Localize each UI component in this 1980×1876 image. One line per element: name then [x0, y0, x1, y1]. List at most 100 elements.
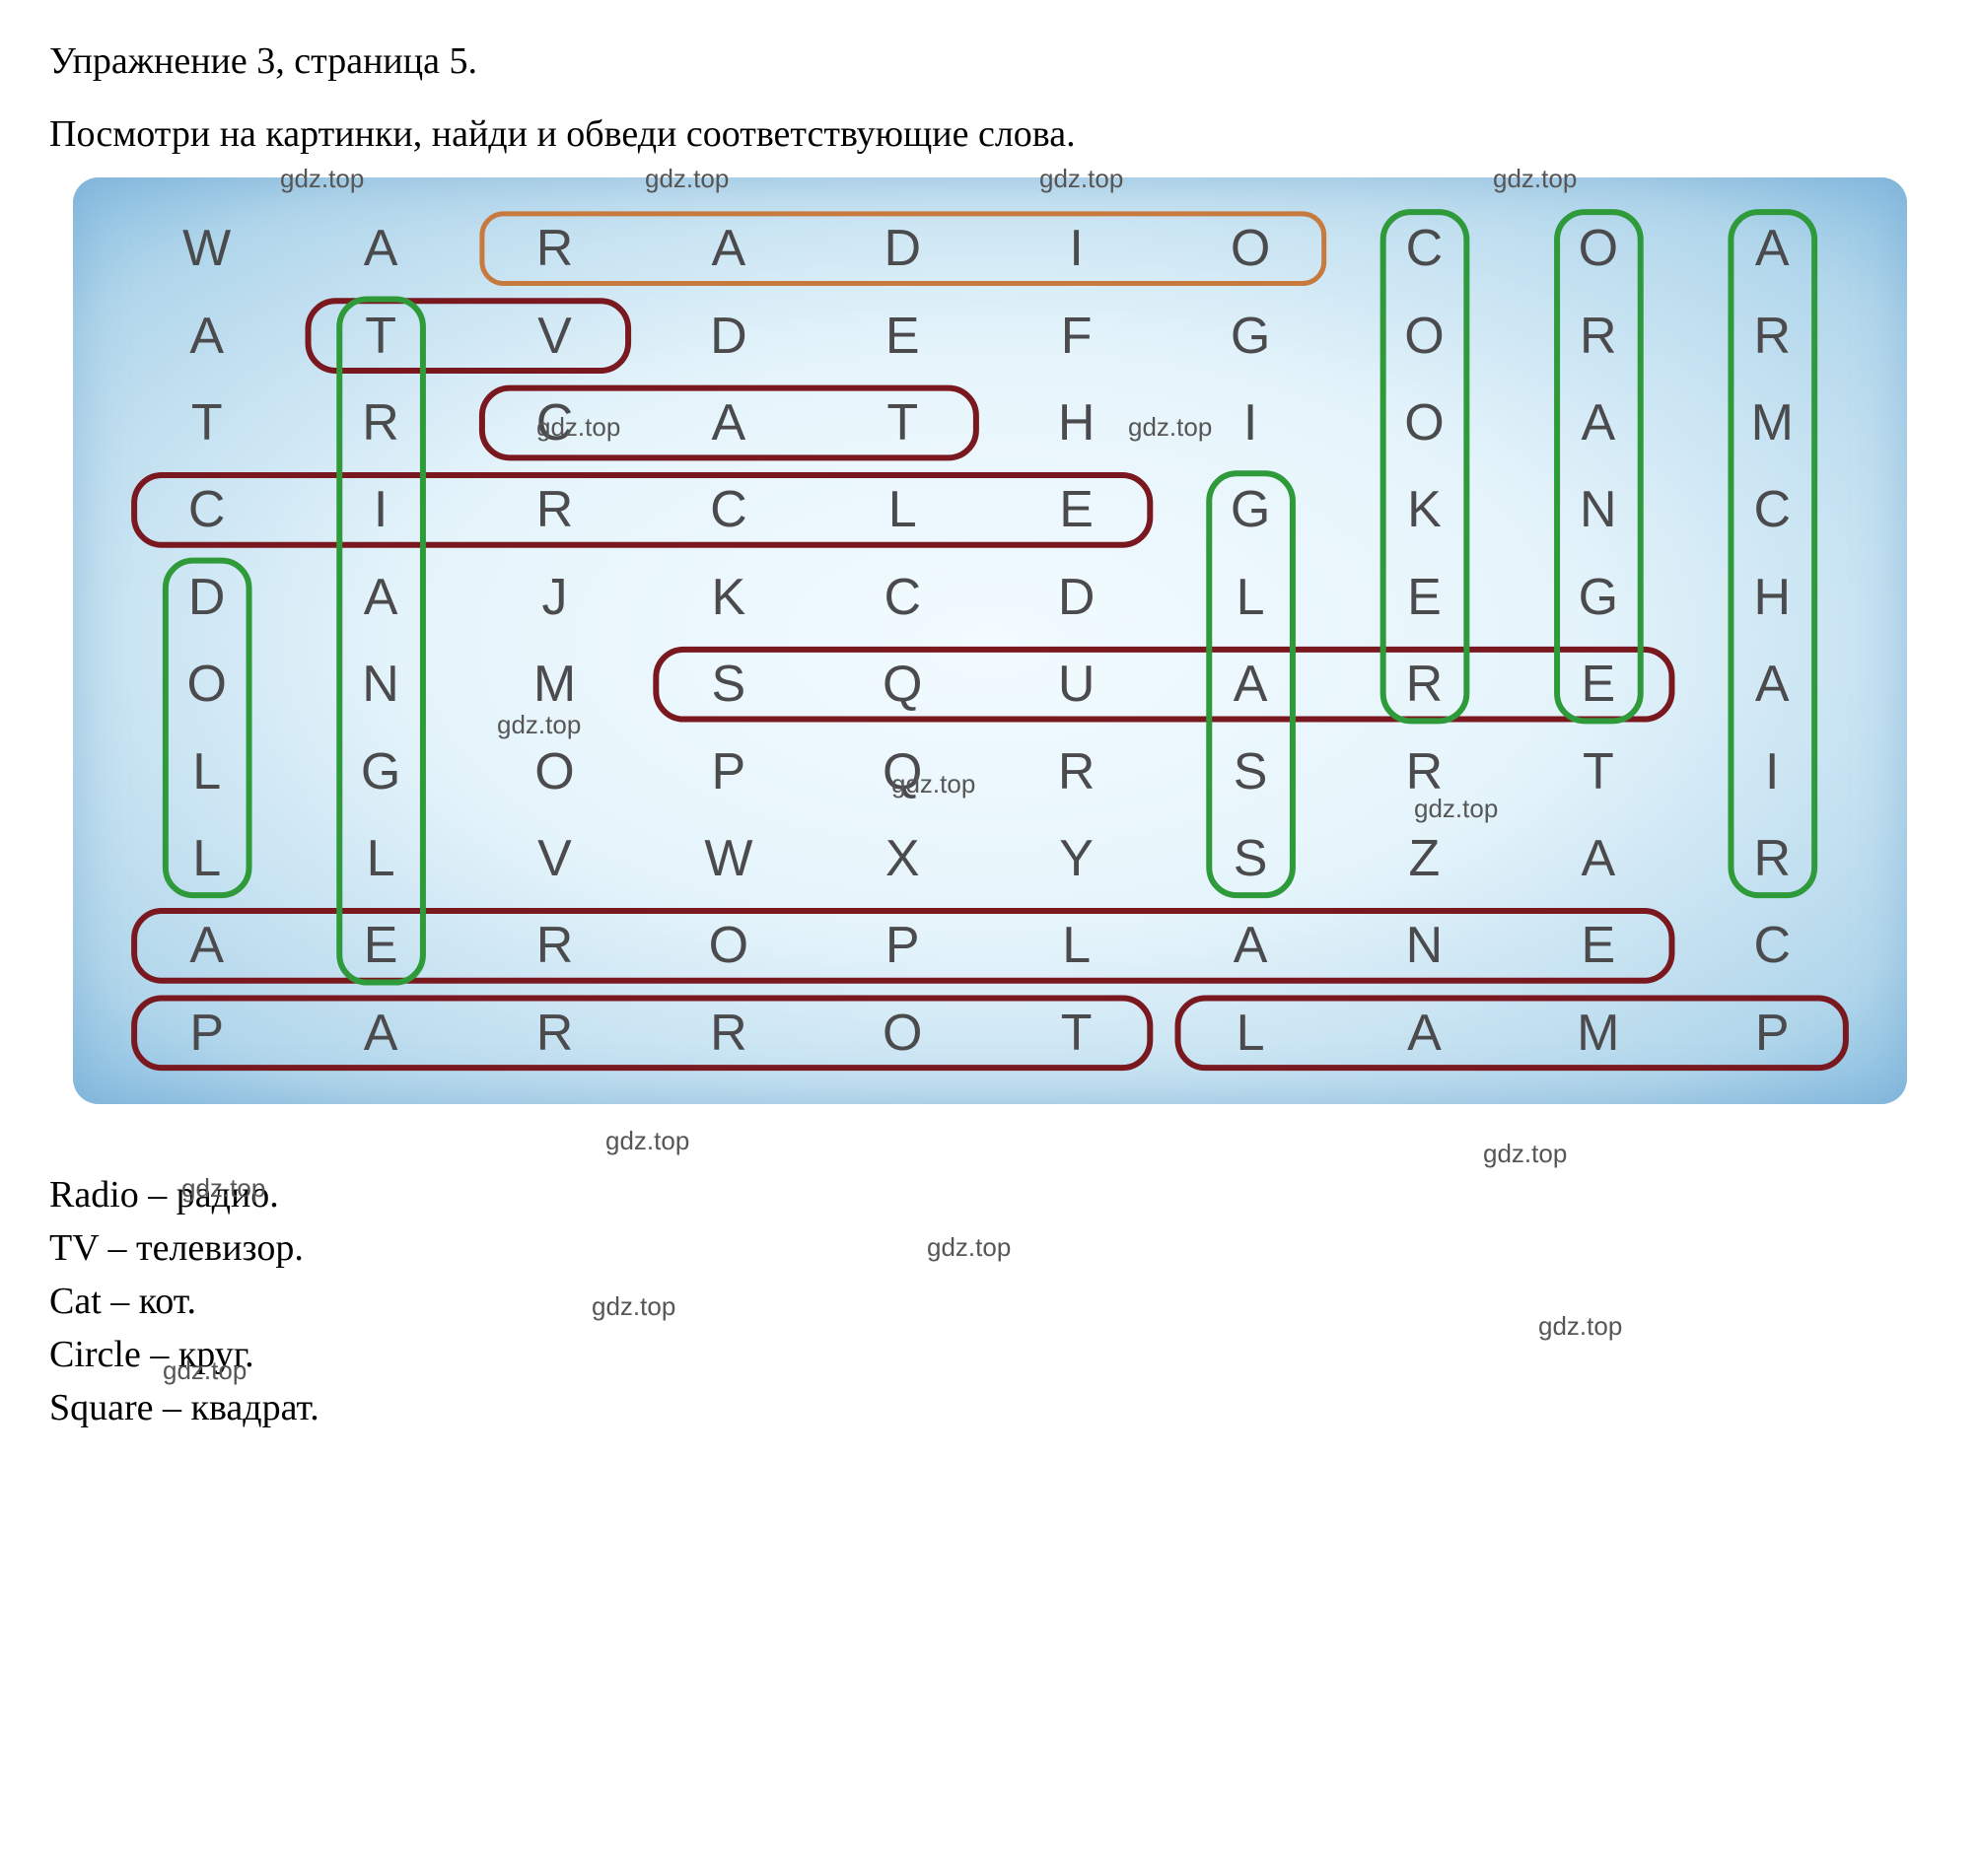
grid-cell: E [294, 902, 467, 989]
grid-cell: O [1164, 205, 1337, 292]
grid-cell: D [120, 554, 294, 641]
grid-cell: O [468, 728, 642, 814]
grid-cell: Y [990, 815, 1164, 902]
grid-cell: R [468, 902, 642, 989]
grid-cell: A [642, 205, 815, 292]
answer-list: Radio – радио. TV – телевизор. Cat – кот. C… [49, 1173, 1931, 1429]
grid-cell: A [294, 554, 467, 641]
grid-cell: J [468, 554, 642, 641]
grid-cell: T [120, 380, 294, 466]
grid-cell: A [1686, 641, 1860, 728]
grid-cell: A [120, 292, 294, 379]
grid-cell: A [1164, 641, 1337, 728]
grid-cell: C [1338, 205, 1512, 292]
grid-cell: Q [816, 641, 990, 728]
grid-cell: O [120, 641, 294, 728]
watermark: gdz.top [605, 1126, 689, 1156]
grid-cell: N [294, 641, 467, 728]
grid-cell: N [1338, 902, 1512, 989]
grid-cell: I [990, 205, 1164, 292]
grid-cell: I [1164, 380, 1337, 466]
grid-cell: Q [816, 728, 990, 814]
exercise-heading: Упражнение 3, страница 5. [49, 39, 1931, 83]
grid-cell: C [1686, 466, 1860, 553]
grid-cell: O [1338, 380, 1512, 466]
grid-cell: O [1338, 292, 1512, 379]
grid-cell: H [1686, 554, 1860, 641]
grid-cell: L [120, 728, 294, 814]
grid-cell: G [1164, 292, 1337, 379]
grid-cell: I [1686, 728, 1860, 814]
grid-cell: L [1164, 990, 1337, 1077]
grid-cell: E [1512, 641, 1685, 728]
grid-cell: T [990, 990, 1164, 1077]
grid-cell: C [120, 466, 294, 553]
grid-cell: A [1686, 205, 1860, 292]
grid-cell: R [1338, 728, 1512, 814]
grid-cell: V [468, 815, 642, 902]
grid-cell: E [1512, 902, 1685, 989]
grid-cell: G [1512, 554, 1685, 641]
grid-cell: C [468, 380, 642, 466]
grid-cell: R [642, 990, 815, 1077]
grid-cell: U [990, 641, 1164, 728]
grid-cell: A [1338, 990, 1512, 1077]
grid-cell: K [642, 554, 815, 641]
grid-cell: P [642, 728, 815, 814]
grid-cell: L [120, 815, 294, 902]
grid-cell: R [1686, 815, 1860, 902]
grid-cell: T [1512, 728, 1685, 814]
answer-line: TV – телевизор. [49, 1226, 1931, 1270]
exercise-instruction: Посмотри на картинки, найди и обведи соо… [49, 112, 1931, 156]
grid-cell: L [816, 466, 990, 553]
grid-cell: F [990, 292, 1164, 379]
grid-cell: A [120, 902, 294, 989]
grid-cell: O [816, 990, 990, 1077]
grid-cell: C [642, 466, 815, 553]
grid-cell: R [1686, 292, 1860, 379]
grid-cell: R [468, 990, 642, 1077]
grid-cell: C [1686, 902, 1860, 989]
grid-cell: D [990, 554, 1164, 641]
answer-line: Square – квадрат. [49, 1386, 1931, 1429]
watermark: gdz.top [1483, 1139, 1567, 1169]
grid-cell: X [816, 815, 990, 902]
grid-cell: S [1164, 728, 1337, 814]
grid-cell: S [642, 641, 815, 728]
answer-line: Cat – кот. [49, 1280, 1931, 1323]
grid-cell: T [816, 380, 990, 466]
grid-cell: W [120, 205, 294, 292]
grid-cell: Z [1338, 815, 1512, 902]
grid-cell: A [1164, 902, 1337, 989]
grid-cell: A [1512, 380, 1685, 466]
grid-cell: V [468, 292, 642, 379]
answer-line: Circle – круг. [49, 1333, 1931, 1376]
grid-cell: L [990, 902, 1164, 989]
grid-cell: R [468, 466, 642, 553]
grid-cell: T [294, 292, 467, 379]
grid-cell: A [642, 380, 815, 466]
grid-cell: A [1512, 815, 1685, 902]
grid-cell: L [1164, 554, 1337, 641]
grid-cell: G [1164, 466, 1337, 553]
grid-cell: D [642, 292, 815, 379]
grid-cell: P [120, 990, 294, 1077]
grid-cell: E [816, 292, 990, 379]
grid-cell: S [1164, 815, 1337, 902]
grid-cell: A [294, 990, 467, 1077]
grid-cell: D [816, 205, 990, 292]
answer-line: Radio – радио. [49, 1173, 1931, 1216]
grid-cell: P [1686, 990, 1860, 1077]
grid-cell: R [294, 380, 467, 466]
grid-cell: A [294, 205, 467, 292]
grid-cell: M [1686, 380, 1860, 466]
grid-cell: R [1512, 292, 1685, 379]
puzzle-box: WARADIOCOAATVDEFGORRTRCATHIOAMCIRCLEGKNC… [73, 177, 1907, 1104]
grid-cell: C [816, 554, 990, 641]
letter-grid: WARADIOCOAATVDEFGORRTRCATHIOAMCIRCLEGKNC… [73, 177, 1907, 1104]
grid-cell: R [990, 728, 1164, 814]
grid-cell: O [1512, 205, 1685, 292]
grid-cell: W [642, 815, 815, 902]
grid-cell: H [990, 380, 1164, 466]
grid-table: WARADIOCOAATVDEFGORRTRCATHIOAMCIRCLEGKNC… [120, 205, 1860, 1077]
